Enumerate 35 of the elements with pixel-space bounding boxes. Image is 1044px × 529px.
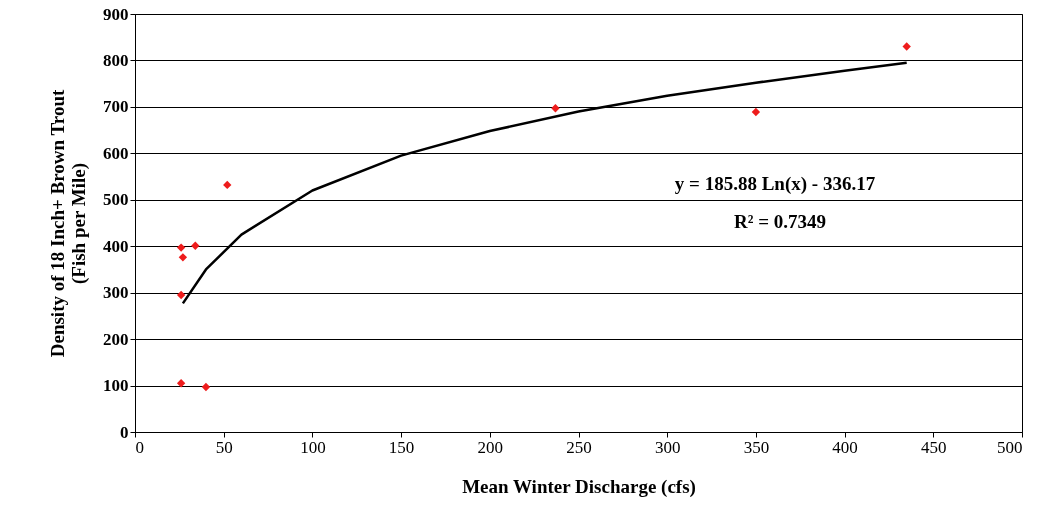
x-tick-label: 200 [477,437,504,457]
annotation: R² = 0.7349 [734,211,826,232]
y-tick-label: 100 [103,376,129,396]
point [201,382,211,392]
y-tick-label: 600 [103,143,129,163]
point [176,379,186,388]
x-tick-label: 350 [743,437,770,457]
y-tick-label: 300 [103,283,129,303]
y-tick-label: 200 [103,329,129,349]
x-axis-title: Mean Winter Discharge (cfs) [462,475,696,498]
point [176,243,186,252]
point [902,42,911,51]
point [551,104,560,113]
x-tick-label: 400 [832,437,858,457]
y-tick-label: 700 [103,97,129,117]
point [191,241,200,250]
x-tick-label: 300 [654,437,681,457]
x-tick-label: 50 [215,437,233,457]
y-tick-label: 400 [103,236,129,256]
x-tick-label: 100 [300,437,326,457]
point [223,180,232,190]
x-tick-label: 450 [921,437,947,457]
point [751,107,761,117]
x-tick-label: 0 [135,437,144,457]
y-tick-label: 500 [103,190,129,210]
y-tick-label: 0 [120,422,129,442]
x-tick-label: 150 [388,437,415,457]
point [176,290,186,300]
x-tick-label: 250 [566,437,592,457]
x-tick-label: 500 [997,437,1023,457]
y-tick-label: 800 [103,50,129,70]
y-tick-label: 900 [103,4,129,24]
annotation: y = 185.88 Ln(x) - 336.17 [674,173,876,195]
point [178,253,188,262]
y-axis-title: Density of 18 Inch+ Brown Trout (Fish per Mile) [47,89,90,358]
